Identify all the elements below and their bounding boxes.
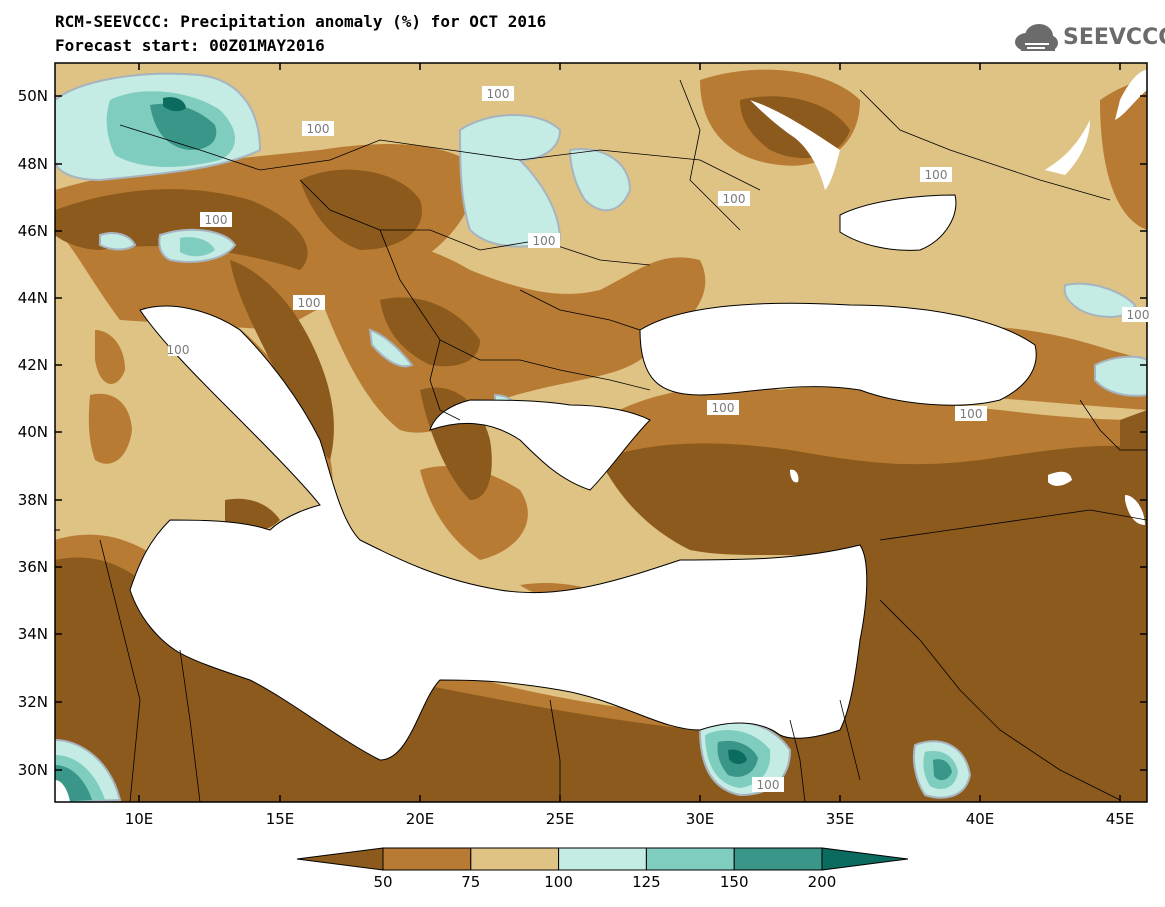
lon-label: 35E (826, 810, 855, 828)
contour-label: 100 (757, 778, 780, 792)
lat-label: 40N (18, 423, 48, 441)
legend-label: 200 (808, 873, 837, 891)
legend-label: 50 (373, 873, 392, 891)
longitude-axis: 10E 15E 20E 25E 30E 35E 40E 45E (125, 63, 1135, 828)
latitude-axis: 50N 48N 46N 44N 42N 40N 38N 36N 34N 32N … (18, 87, 1147, 779)
contour-label: 100 (723, 192, 746, 206)
lon-label: 10E (125, 810, 154, 828)
legend-label: 125 (632, 873, 661, 891)
legend-swatch (382, 847, 472, 871)
legend-label: 75 (461, 873, 480, 891)
anomaly-field (55, 63, 1147, 802)
legend-swatch (558, 847, 647, 871)
chart-title: RCM-SEEVCCC: Precipitation anomaly (%) f… (55, 12, 547, 31)
lat-label: 44N (18, 289, 48, 307)
colorbar-legend: 50 75 100 125 150 200 (296, 847, 909, 891)
legend-label: 150 (720, 873, 749, 891)
lat-label: 50N (18, 87, 48, 105)
lat-label: 32N (18, 693, 48, 711)
contour-label: 100 (712, 401, 735, 415)
legend-swatch (821, 847, 909, 871)
contour-label: 100 (205, 213, 228, 227)
legend-label: 100 (544, 873, 573, 891)
contour-labels: 100 100 100 100 100 100 100 100 100 100 … (167, 86, 1154, 792)
logo-text: SEEVCCC (1063, 25, 1165, 50)
lon-label: 40E (966, 810, 995, 828)
legend-swatch (733, 847, 823, 871)
lon-label: 30E (686, 810, 715, 828)
lat-label: 42N (18, 356, 48, 374)
contour-label: 100 (1127, 308, 1150, 322)
contour-label: 100 (307, 122, 330, 136)
legend-swatch (645, 847, 735, 871)
legend-swatch (470, 847, 560, 871)
contour-label: 100 (960, 407, 983, 421)
contour-label: 100 (298, 296, 321, 310)
lon-label: 45E (1106, 810, 1135, 828)
lat-label: 38N (18, 491, 48, 509)
forecast-start-label: Forecast start: 00Z01MAY2016 (55, 36, 325, 55)
lat-label: 34N (18, 625, 48, 643)
contour-label: 100 (925, 168, 948, 182)
lon-label: 25E (546, 810, 575, 828)
seevccc-logo: SEEVCCC (1013, 20, 1165, 56)
contour-label: 100 (167, 343, 190, 357)
legend-swatch (296, 847, 384, 871)
lat-label: 36N (18, 558, 48, 576)
contour-label: 100 (487, 87, 510, 101)
contour-label: 100 (533, 234, 556, 248)
lat-label: 30N (18, 761, 48, 779)
lon-label: 20E (406, 810, 435, 828)
cloud-logo-icon (1015, 24, 1058, 51)
lat-label: 46N (18, 222, 48, 240)
lon-label: 15E (266, 810, 295, 828)
lat-label: 48N (18, 155, 48, 173)
